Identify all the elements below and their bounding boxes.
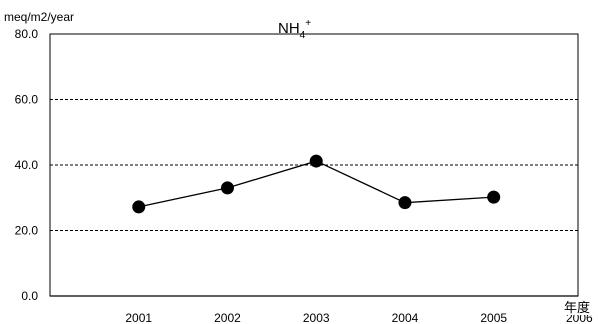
data-point bbox=[132, 200, 146, 214]
series-layer bbox=[132, 154, 501, 214]
x-tick-label: 2005 bbox=[480, 311, 507, 324]
x-tick-label: 2002 bbox=[214, 311, 241, 324]
x-axis-label: 年度 bbox=[564, 300, 590, 315]
x-tick-label: 2001 bbox=[125, 311, 152, 324]
chart-title: NH4+ bbox=[278, 18, 311, 41]
y-tick-label: 40.0 bbox=[15, 158, 39, 172]
data-point bbox=[309, 154, 323, 168]
x-tick-labels: 2001 2002 2003 2004 2005 bbox=[125, 311, 507, 324]
y-tick-label: 80.0 bbox=[15, 27, 39, 41]
y-tick-labels: 0.0 20.0 40.0 60.0 80.0 bbox=[15, 27, 39, 303]
chart-title-subscript: 4 bbox=[300, 30, 306, 41]
chart-title-main: NH bbox=[278, 20, 300, 37]
y-tick-label: 20.0 bbox=[15, 224, 39, 238]
data-point bbox=[487, 190, 501, 204]
chart-title-superscript: + bbox=[305, 18, 311, 29]
grid-layer bbox=[50, 99, 578, 231]
data-point bbox=[398, 196, 412, 210]
y-tick-label: 60.0 bbox=[15, 93, 39, 107]
x-axis-label-mask bbox=[562, 298, 598, 315]
data-point bbox=[220, 181, 234, 195]
x-tick-label: 2003 bbox=[303, 311, 330, 324]
y-tick-label: 0.0 bbox=[21, 289, 38, 303]
y-axis-unit-label: meq/m2/year bbox=[4, 10, 74, 24]
x-tick-label: 2004 bbox=[392, 311, 419, 324]
series-line bbox=[138, 160, 494, 208]
